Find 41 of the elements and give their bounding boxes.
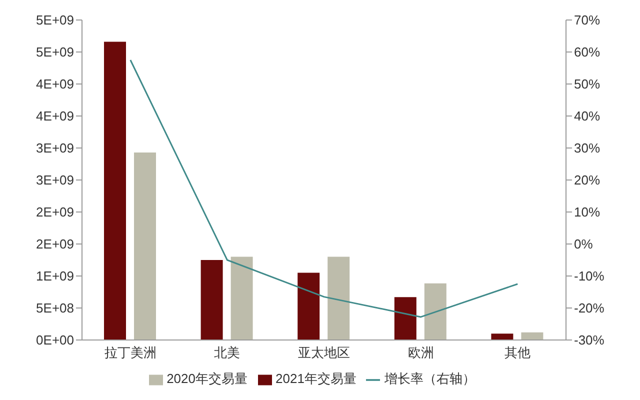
- line-series: [130, 59, 518, 318]
- y2-tick-label: 50%: [574, 76, 600, 92]
- y2-tick-label: 30%: [574, 140, 600, 156]
- y2-tick-label: 60%: [574, 44, 600, 60]
- bar: [491, 334, 514, 340]
- bar: [424, 283, 446, 340]
- y-tick-label: 4E+09: [36, 108, 74, 124]
- x-tick-label: 亚太地区: [298, 345, 350, 360]
- x-tick-label: 拉丁美洲: [104, 345, 156, 360]
- bar: [394, 297, 416, 340]
- bar: [230, 256, 253, 340]
- y-tick-label: 2E+09: [36, 204, 74, 220]
- y2-tick-label: 0%: [574, 236, 594, 252]
- bar: [200, 260, 223, 340]
- y-tick-label: 5E+09: [36, 44, 74, 60]
- y2-tick-label: -30%: [574, 332, 605, 348]
- y-tick-label: 3E+09: [36, 172, 74, 188]
- y-tick-label: 5E+08: [36, 300, 74, 316]
- y2-tick-label: -10%: [574, 268, 605, 284]
- x-tick-label: 欧洲: [408, 345, 434, 360]
- x-tick-label: 北美: [214, 345, 240, 360]
- bar: [328, 256, 350, 340]
- y-tick-label: 5E+09: [36, 12, 74, 28]
- bar: [521, 332, 544, 340]
- y2-tick-label: 70%: [574, 12, 600, 28]
- x-tick-label: 其他: [504, 345, 531, 360]
- y-tick-label: 3E+09: [36, 140, 74, 156]
- y2-tick-label: 10%: [574, 204, 600, 220]
- y-tick-label: 4E+09: [36, 76, 74, 92]
- y-tick-label: 2E+09: [36, 236, 74, 252]
- y-tick-label: 0E+00: [36, 332, 74, 348]
- bar: [104, 42, 126, 340]
- y2-tick-label: 40%: [574, 108, 600, 124]
- y-tick-label: 1E+09: [36, 268, 74, 284]
- y2-tick-label: -20%: [574, 300, 605, 316]
- bar: [298, 272, 320, 340]
- legend-label: 2020年交易量: [166, 371, 248, 386]
- legend-label: 2021年交易量: [276, 371, 356, 386]
- bar: [134, 152, 156, 340]
- legend-label: 增长率（右轴）: [384, 371, 476, 386]
- y2-tick-label: 20%: [574, 172, 600, 188]
